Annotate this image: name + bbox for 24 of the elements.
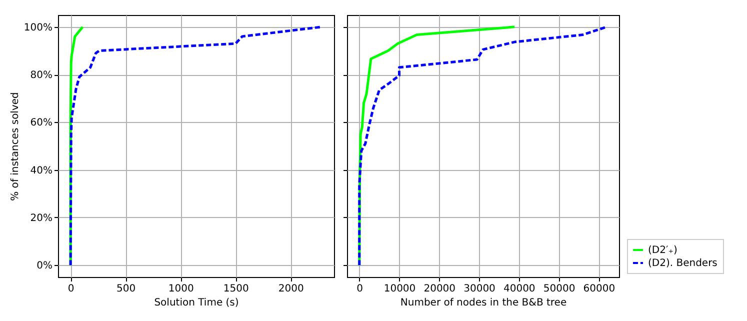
x-tick-label: 2000 [278,284,304,294]
x-tick-label: 60000 [583,284,616,294]
legend-label: (D2). Benders [648,258,718,269]
x-tick-label: 30000 [464,284,496,294]
x-tick-label: 500 [116,284,136,294]
x-tick-label: 0 [356,284,364,294]
y-tick-label: 100% [24,22,52,34]
line-series [69,26,323,266]
y-tick-label: 80% [30,70,52,82]
x-tick-label: 1500 [223,284,249,294]
x-tick-label: 20000 [424,284,456,294]
x-tick-label: 50000 [543,284,576,294]
y-tick-label: 60% [30,118,52,129]
x-tick-label: 40000 [503,284,536,294]
y-tick-label: 0% [36,260,52,272]
y-tick-label: 40% [30,165,52,176]
x-tick-label: 1000 [168,284,194,294]
y-axis-title: % of instances solved [10,92,21,201]
y-tick-label: 20% [30,212,52,224]
x-axis-title: Number of nodes in the B&B tree [400,298,567,308]
legend-label: (D2′₊) [648,245,678,256]
x-tick-label: 10000 [384,284,416,294]
x-tick-label: 0 [68,284,74,294]
x-axis-title: Solution Time (s) [154,298,239,308]
